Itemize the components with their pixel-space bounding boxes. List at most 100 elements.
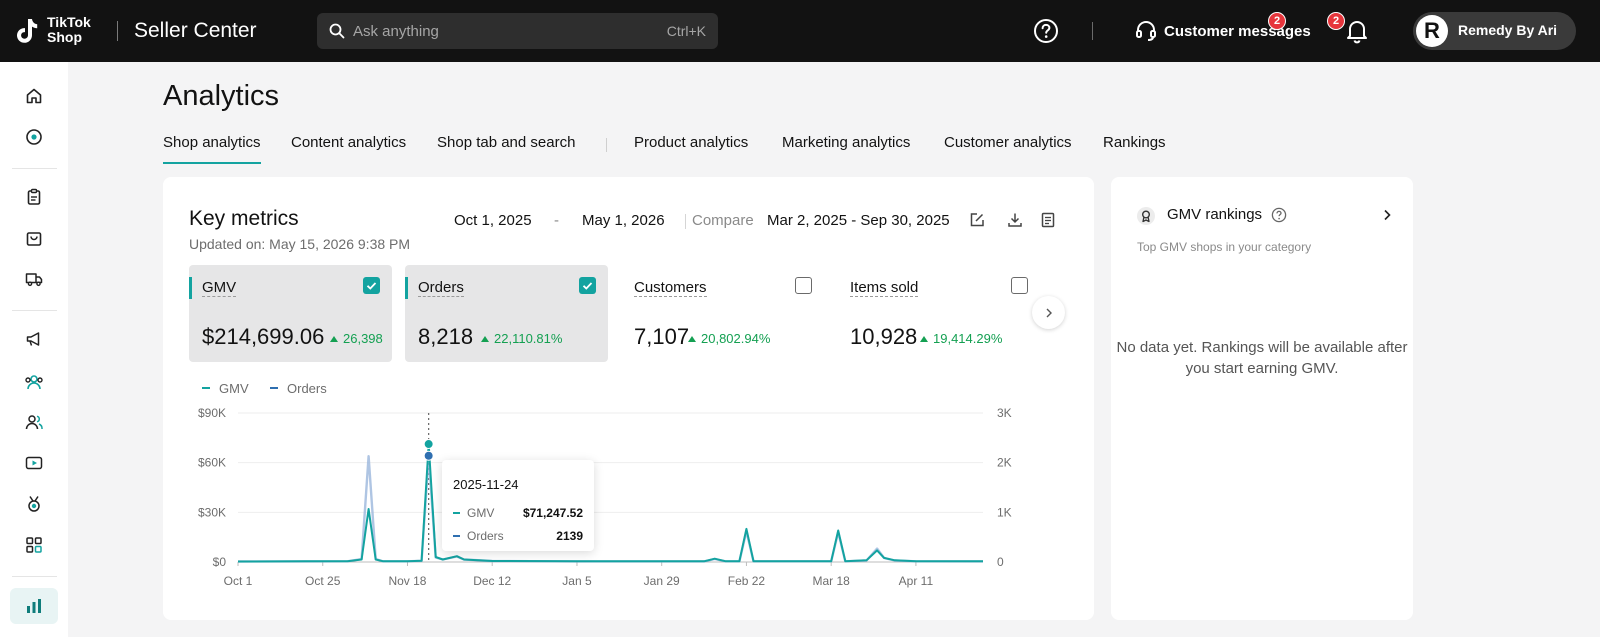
tab-content-analytics[interactable]: Content analytics — [291, 134, 407, 151]
y-left-tick-label: $0 — [213, 555, 227, 569]
tab-product-analytics[interactable]: Product analytics — [634, 134, 749, 151]
download-icon[interactable] — [1006, 211, 1024, 229]
metric-checkbox[interactable] — [579, 277, 596, 294]
logo-wordmark: TikTok Shop — [47, 15, 91, 45]
metric-card-customers[interactable]: Customers 7,107 20,802.94% — [621, 265, 824, 362]
sidebar-item-products[interactable] — [10, 221, 58, 257]
sidebar-item-apps[interactable] — [10, 527, 58, 563]
series-line-gmv — [237, 443, 984, 563]
tooltip-swatch — [453, 512, 460, 514]
messages-badge: 2 — [1268, 12, 1286, 30]
date-range-end[interactable]: May 1, 2026 — [582, 212, 665, 229]
metric-label: GMV — [202, 279, 237, 297]
account-name: Remedy By Ari — [1458, 22, 1558, 38]
metrics-next-button[interactable] — [1032, 296, 1065, 329]
legend-item-gmv[interactable]: GMV — [202, 381, 249, 396]
customer-messages-label: Customer messages — [1164, 22, 1311, 40]
creators-icon — [25, 375, 43, 390]
metric-card-orders[interactable]: Orders 8,218 22,110.81% — [405, 265, 608, 362]
app-title: Seller Center — [134, 19, 257, 42]
date-range-start[interactable]: Oct 1, 2025 — [454, 212, 532, 229]
compare-divider — [685, 214, 686, 229]
edit-icon[interactable] — [968, 211, 986, 229]
empty-state-message: No data yet. Rankings will be available … — [1116, 339, 1408, 377]
metric-checkbox[interactable] — [363, 277, 380, 294]
tab-shop-tab-and-search[interactable]: Shop tab and search — [437, 134, 576, 151]
metric-change: 26,398 — [330, 331, 390, 346]
sidebar-item-marketing[interactable] — [10, 321, 58, 357]
metric-change: 20,802.94% — [688, 331, 770, 346]
sidebar-item-shipping[interactable] — [10, 261, 58, 297]
sidebar-item-analytics[interactable] — [10, 588, 58, 624]
up-triangle-icon — [920, 336, 928, 342]
medal-icon — [28, 496, 40, 512]
sidebar-item-growth[interactable] — [10, 119, 58, 155]
headset-icon — [1136, 21, 1156, 41]
x-tick-label: Oct 25 — [305, 574, 341, 588]
logo-line-1: TikTok — [47, 14, 91, 30]
metric-color-bar — [405, 277, 408, 299]
search-bar[interactable]: Ctrl+K — [317, 13, 718, 49]
chevron-right-icon[interactable] — [1381, 208, 1393, 222]
sidebar-divider — [12, 576, 57, 577]
metric-card-gmv[interactable]: GMV $214,699.06 26,398 — [189, 265, 392, 362]
key-metrics-chart[interactable]: $90K 3K $60K 2K $30K 1K $0 0 Oct 1 Oct 25 Nov 18 De… — [163, 177, 1094, 620]
sidebar-item-affiliate[interactable] — [10, 364, 58, 400]
metric-checkbox[interactable] — [1011, 277, 1028, 294]
x-tick-label: Apr 11 — [899, 574, 934, 588]
sidebar-item-home[interactable] — [10, 78, 58, 114]
key-metrics-title: Key metrics — [189, 207, 299, 230]
legend-item-orders[interactable]: Orders — [270, 381, 327, 396]
tiktok-shop-logo[interactable]: TikTok Shop — [16, 14, 108, 48]
gmv-rankings-card: GMV rankings Top GMV shops in your categ… — [1111, 177, 1413, 620]
gmv-rankings-subtitle: Top GMV shops in your category — [1137, 240, 1312, 254]
tab-marketing-analytics[interactable]: Marketing analytics — [782, 134, 911, 151]
metric-value: 10,928 — [850, 324, 918, 349]
x-tick-label: Feb 22 — [728, 574, 766, 588]
metric-checkbox[interactable] — [795, 277, 812, 294]
tab-rankings[interactable]: Rankings — [1103, 134, 1166, 151]
tab-shop-analytics[interactable]: Shop analytics — [163, 134, 261, 164]
x-tick-label: Jan 5 — [562, 574, 592, 588]
sidebar-item-live[interactable] — [10, 445, 58, 481]
customers-icon — [25, 415, 43, 430]
metric-color-bar — [189, 277, 192, 299]
metric-change-value: 26,398 — [343, 331, 383, 346]
sidebar-item-rewards[interactable] — [10, 486, 58, 522]
notifications-badge: 2 — [1327, 12, 1345, 30]
page-title: Analytics — [163, 80, 280, 112]
logo-line-2: Shop — [47, 29, 82, 45]
help-icon[interactable] — [1033, 18, 1059, 44]
compare-date-range[interactable]: Mar 2, 2025 - Sep 30, 2025 — [767, 212, 950, 229]
y-right-tick-label: 1K — [997, 505, 1012, 519]
series-line-orders — [237, 454, 984, 563]
highlight-point-gmv — [423, 439, 434, 450]
sidebar-item-orders[interactable] — [10, 179, 58, 215]
y-right-tick-label: 0 — [997, 555, 1004, 569]
date-range-dash: - — [554, 212, 559, 229]
home-icon — [26, 88, 42, 104]
metric-change: 22,110.81% — [481, 331, 562, 346]
y-right-tick-label: 3K — [997, 406, 1012, 420]
compare-label: Compare — [692, 212, 754, 229]
legend-swatch — [202, 387, 210, 389]
delivery-truck-icon — [25, 273, 43, 287]
metric-change: 19,414.29% — [920, 331, 1002, 346]
info-question-icon[interactable] — [1271, 207, 1287, 223]
report-icon[interactable] — [1039, 211, 1057, 229]
tooltip-swatch — [453, 535, 460, 537]
tabs-divider — [606, 138, 607, 152]
tooltip-label: Orders — [467, 529, 504, 543]
metric-card-items-sold[interactable]: Items sold 10,928 19,414.29% — [837, 265, 1040, 362]
topbar-divider — [1092, 22, 1093, 40]
apps-grid-icon — [26, 537, 42, 553]
up-triangle-icon — [330, 336, 338, 342]
sidebar-item-customers[interactable] — [10, 404, 58, 440]
tab-customer-analytics[interactable]: Customer analytics — [944, 134, 1072, 151]
notification-bell-icon[interactable] — [1343, 17, 1371, 45]
tooltip-date: 2025-11-24 — [453, 477, 519, 492]
y-left-tick-label: $30K — [198, 505, 226, 519]
search-input[interactable] — [353, 13, 643, 49]
account-menu[interactable]: R Remedy By Ari — [1413, 12, 1576, 50]
up-triangle-icon — [688, 336, 696, 342]
